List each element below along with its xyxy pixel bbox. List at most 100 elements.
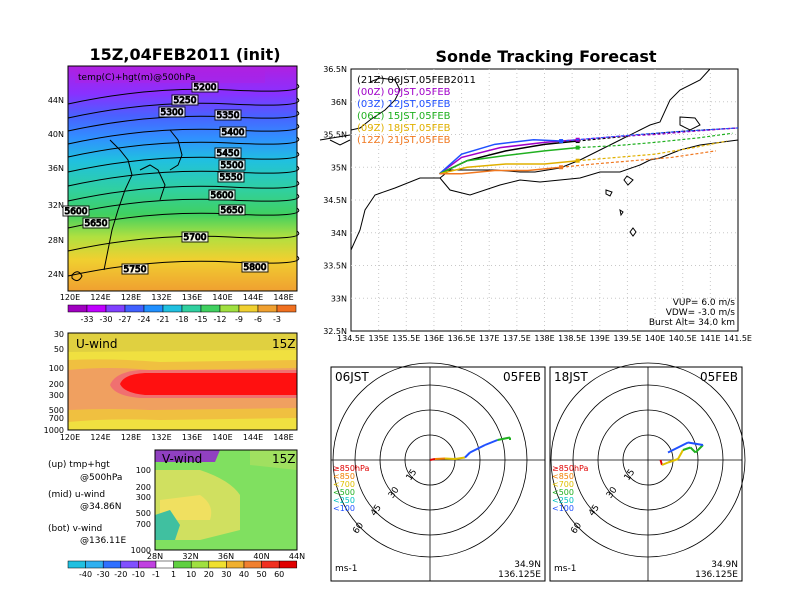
track-map: (21Z) 06JST,05FEB2011(00Z) 09JST,05FEB(0…	[319, 65, 752, 343]
hodograph-segment	[469, 444, 486, 454]
note-line: @500hPa	[80, 473, 122, 483]
track-line	[438, 138, 562, 175]
track-x-tick: 138.5E	[558, 334, 586, 343]
track-param: Burst Alt= 34.0 km	[649, 318, 735, 328]
polar-legend-entry: <500	[333, 488, 355, 497]
map-x-tick: 140E	[212, 293, 232, 302]
contour-label: 5250	[174, 96, 197, 106]
polar-date: 05FEB	[700, 370, 738, 384]
v-y-tick: 300	[136, 493, 151, 502]
u-y-tick: 500	[49, 406, 64, 415]
hodograph-segment	[454, 456, 466, 460]
v-y-tick: 200	[136, 483, 151, 492]
track-x-tick: 139.5E	[613, 334, 641, 343]
wind-colorbar-tick: 20	[204, 570, 214, 579]
wind-colorbar-tick: 10	[186, 570, 196, 579]
u-y-tick: 300	[49, 391, 64, 400]
v-x-tick: 40N	[253, 552, 269, 561]
track-y-tick: 34N	[331, 229, 347, 238]
track-line	[561, 127, 739, 142]
contour-label: 5500	[221, 161, 244, 171]
u-y-tick: 700	[49, 414, 64, 423]
contour-label: 5650	[221, 206, 244, 216]
polar-legend-entry: <100	[552, 504, 574, 513]
v-y-tick: 100	[136, 466, 151, 475]
hodograph-segment	[434, 457, 446, 460]
hodograph-segment	[484, 439, 498, 446]
wind-colorbar-tick: -30	[97, 570, 110, 579]
hodograph-segment	[444, 457, 456, 460]
map-y-tick: 28N	[48, 236, 64, 245]
colorbar-tick: -21	[156, 315, 169, 324]
v-x-tick: 32N	[182, 552, 198, 561]
note-line: @136.11E	[80, 536, 126, 546]
v-x-tick: 44N	[289, 552, 305, 561]
contour-label: 5550	[220, 173, 243, 183]
map-y-tick: 44N	[48, 96, 64, 105]
u-y-tick: 50	[54, 345, 64, 354]
note-line: (bot) v-wind	[48, 524, 102, 534]
polar-lon: 136.125E	[498, 570, 541, 580]
v-y-tick: 1000	[131, 546, 151, 555]
track-line	[439, 166, 562, 175]
colorbar-tick: -33	[80, 315, 93, 324]
u-y-tick: 30	[54, 330, 64, 339]
track-marker	[559, 139, 564, 144]
polar-time: 18JST	[554, 370, 588, 384]
note-line: (up) tmp+hgt	[48, 460, 110, 470]
polar-lon: 136.125E	[695, 570, 738, 580]
track-x-tick: 137E	[479, 334, 499, 343]
contour-label: 5400	[222, 128, 245, 138]
track-y-tick: 33N	[331, 294, 347, 303]
contour-label: 5200	[194, 83, 217, 93]
u-x-tick: 128E	[121, 433, 141, 442]
contour-label: 5750	[124, 265, 147, 275]
wind-colorbar-tick: -20	[114, 570, 127, 579]
note-line: @34.86N	[80, 502, 122, 512]
wind-colorbar-tick: 1	[171, 570, 176, 579]
contour-label: 5650	[85, 219, 108, 229]
hodograph-segment	[687, 441, 704, 446]
track-x-tick: 140E	[645, 334, 665, 343]
u-x-tick: 124E	[90, 433, 110, 442]
track-param: VDW= -3.0 m/s	[666, 308, 736, 318]
map-x-tick: 124E	[90, 293, 110, 302]
track-x-tick: 141E	[700, 334, 720, 343]
map-x-tick: 132E	[151, 293, 171, 302]
wind-colorbar-tick: 30	[221, 570, 231, 579]
contour-label: 5600	[65, 207, 88, 217]
map-y-tick: 24N	[48, 270, 64, 279]
track-marker	[575, 145, 580, 150]
v-y-tick: 700	[136, 520, 151, 529]
track-y-tick: 36.5N	[323, 65, 347, 74]
track-line	[561, 150, 716, 168]
hodograph-segment	[464, 451, 471, 459]
v-y-tick: 500	[136, 509, 151, 518]
hodograph-segment	[497, 436, 511, 441]
wind-colorbar-tick: 50	[257, 570, 267, 579]
hodograph-segment	[694, 444, 704, 454]
v-x-tick: 28N	[147, 552, 163, 561]
track-y-tick: 33.5N	[323, 262, 347, 271]
hodograph-segment	[682, 446, 691, 451]
polar-legend-entry: <850	[333, 472, 355, 481]
wind-colorbar-tick: 60	[274, 570, 284, 579]
main-title: Sonde Tracking Forecast	[435, 47, 656, 66]
track-marker	[559, 165, 564, 170]
track-line	[577, 140, 728, 162]
track-legend-entry: (12Z) 21JST,05FEB	[357, 135, 451, 146]
panel-notes: (up) tmp+hgt @500hPa (mid) u-wind @34.86N (b…	[48, 460, 126, 546]
polar-lat: 34.9N	[514, 560, 541, 570]
wind-colorbar-tick: -10	[132, 570, 145, 579]
temp-map: 5200 5250 5300 5350 5400 5450 5500 5550 5600 5650…	[48, 65, 300, 302]
track-x-tick: 134.5E	[337, 334, 365, 343]
map-x-tick: 136E	[182, 293, 202, 302]
contour-label: 5800	[244, 263, 267, 273]
track-line	[439, 146, 578, 175]
polar-lat: 34.9N	[711, 560, 738, 570]
u-y-tick: 200	[49, 380, 64, 389]
polar-legend-entry: <250	[552, 496, 574, 505]
